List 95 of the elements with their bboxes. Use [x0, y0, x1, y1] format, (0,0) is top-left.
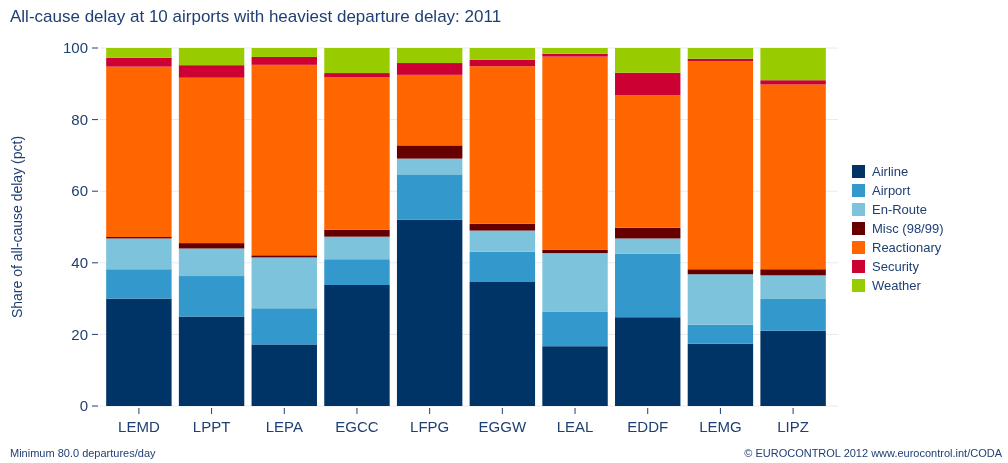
bar [396, 219, 463, 406]
legend-label: Weather [872, 278, 922, 293]
bar [251, 48, 317, 57]
x-tick-label: LEAL [556, 418, 594, 435]
legend-label: Misc (98/99) [872, 221, 944, 236]
bar [324, 73, 390, 78]
bar [324, 48, 390, 74]
bar [615, 48, 681, 73]
bar [542, 53, 608, 57]
bar [251, 64, 317, 256]
bar [106, 48, 172, 58]
bar [469, 251, 536, 282]
y-tick-label: 60 [71, 182, 88, 200]
bar [542, 48, 608, 54]
bar [760, 84, 826, 270]
bar [178, 316, 245, 406]
bar [615, 95, 681, 228]
bar [760, 48, 826, 81]
bar [615, 253, 681, 318]
x-tick-label: EGGW [478, 418, 527, 435]
bar [178, 276, 245, 317]
x-tick-label: EGCC [335, 418, 379, 435]
bar [542, 346, 608, 406]
bar [615, 227, 681, 239]
bar [542, 253, 608, 312]
y-tick-label: 100 [62, 39, 88, 57]
legend-label: En-Route [872, 202, 927, 217]
bar [760, 269, 826, 276]
bar [687, 48, 754, 59]
bar [396, 174, 463, 220]
bar [178, 248, 245, 277]
chart-title: All-cause delay at 10 airports with heaviest departure delay: 2011 [10, 7, 502, 26]
bar [469, 230, 536, 252]
bar [251, 344, 317, 406]
bar [615, 238, 681, 254]
bar [178, 77, 245, 244]
legend-label: Airport [872, 183, 911, 198]
bar [760, 298, 826, 331]
bar [251, 257, 317, 309]
y-tick-label: 0 [79, 397, 88, 415]
bar [106, 238, 172, 270]
bar [178, 243, 245, 249]
y-axis-title: Share of all-cause delay (pct) [9, 135, 25, 319]
bar [687, 61, 754, 270]
bar [760, 330, 826, 406]
bar [542, 311, 608, 347]
bar [469, 48, 536, 60]
y-tick-label: 40 [71, 254, 88, 272]
bar [396, 145, 463, 159]
bar [106, 269, 172, 299]
x-tick-label: LFPG [410, 418, 450, 435]
bar [178, 65, 245, 78]
x-tick-label: LEMG [699, 418, 742, 435]
bar [687, 324, 754, 344]
bar [760, 80, 826, 85]
bar [396, 63, 463, 75]
bar [687, 274, 754, 325]
x-tick-label: LEMD [118, 418, 160, 435]
bar [251, 56, 317, 65]
text: Minimum 80.0 departures/day [10, 447, 157, 459]
y-tick-label: 80 [71, 110, 88, 128]
bar [106, 57, 172, 67]
bar [615, 72, 681, 96]
bar [469, 66, 536, 224]
bar [324, 259, 390, 285]
bar [469, 281, 536, 406]
bar [324, 285, 390, 406]
bar [542, 56, 608, 250]
bar [396, 74, 463, 146]
bar [324, 236, 390, 260]
bar [687, 343, 754, 406]
legend-label: Reactionary [872, 240, 942, 255]
bar [106, 66, 172, 238]
x-tick-label: LEPA [265, 418, 303, 435]
legend-label: Security [872, 259, 920, 274]
bar [542, 249, 608, 254]
bar [324, 229, 390, 237]
bar [324, 77, 390, 230]
bar [469, 59, 536, 67]
bar [615, 317, 681, 406]
bar [251, 255, 317, 258]
bar [469, 223, 536, 231]
bar [396, 158, 463, 175]
bar [106, 298, 172, 406]
legend-label: Airline [872, 164, 909, 179]
x-tick-label: EDDF [627, 418, 669, 435]
bar [178, 48, 245, 66]
bar [251, 308, 317, 345]
bar [760, 275, 826, 299]
y-tick-label: 20 [71, 325, 88, 343]
text: © EUROCONTROL 2012 www.eurocontrol.int/CODA [744, 447, 1003, 459]
x-tick-label: LPPT [192, 418, 231, 435]
bar [687, 269, 754, 275]
bar [396, 48, 463, 64]
x-tick-label: LIPZ [777, 418, 809, 435]
